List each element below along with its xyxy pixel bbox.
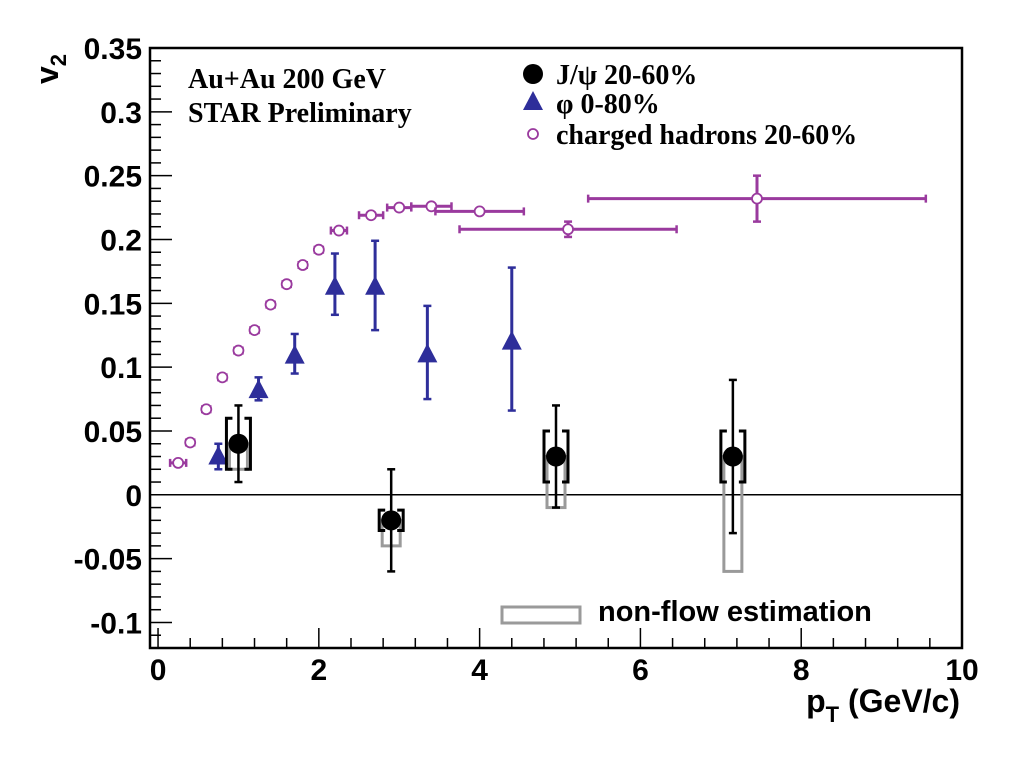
x-tick-label: 0 (150, 654, 167, 687)
phi-point (248, 379, 269, 399)
nonflow-legend-label: non-flow estimation (598, 596, 872, 628)
hadron-point (264, 298, 277, 311)
hadron-point (312, 243, 325, 256)
hadron-point (296, 259, 309, 271)
jpsi-systematic-bracket (719, 429, 727, 484)
hadron-point (333, 224, 345, 237)
hadron-point (216, 371, 229, 384)
y-tick-label: 0.25 (84, 161, 142, 194)
phi-point (324, 275, 345, 295)
y-tick-label: 0 (125, 480, 142, 513)
jpsi-systematic-bracket (224, 416, 233, 471)
phi-point (284, 344, 305, 364)
x-axis-title: pT (GeV/c) (806, 683, 960, 727)
phi-point (417, 343, 438, 363)
annotation-collision: Au+Au 200 GeV (188, 64, 386, 95)
y-tick-label: -0.05 (74, 544, 142, 577)
legend-jpsi-marker (523, 64, 543, 84)
legend-hadrons-label: charged hadrons 20-60% (556, 120, 857, 151)
plot-frame (148, 46, 964, 650)
x-tick-labels: 0 2 4 6 8 10 (150, 654, 979, 687)
y-tick-labels: -0.1 -0.05 0 0.05 0.1 0.15 0.2 0.25 0.3 0.35 (74, 33, 142, 640)
jpsi-systematic-bracket (377, 508, 386, 533)
series-charged-hadrons (168, 174, 928, 469)
hadron-point (200, 403, 213, 416)
jpsi-point (546, 446, 566, 467)
y-axis-title-sub: 2 (46, 54, 71, 66)
series-jpsi (224, 378, 747, 573)
y-tick-label: 0.05 (84, 416, 142, 449)
y-tick-label: -0.1 (90, 607, 142, 640)
annotation-preliminary: STAR Preliminary (188, 98, 412, 129)
jpsi-systematic-bracket (244, 416, 252, 471)
hadron-point (473, 205, 486, 218)
hadron-point (232, 344, 245, 357)
hadron-point (280, 278, 293, 291)
y-tick-label: 0.3 (100, 97, 142, 130)
jpsi-systematic-bracket (397, 508, 405, 533)
x-tick-label: 10 (945, 654, 978, 687)
phi-point (208, 445, 229, 465)
x-axis-title-sub: T (826, 702, 840, 727)
y-axis-title-main: v (29, 66, 65, 84)
hadron-point (393, 201, 406, 214)
legend: J/ψ 20-60% φ 0-80% charged hadrons 20-60… (523, 60, 857, 151)
x-tick-label: 6 (632, 654, 649, 687)
legend-phi-marker (523, 91, 543, 110)
y-tick-label: 0.1 (100, 352, 142, 385)
hadron-point (248, 324, 261, 337)
x-axis-title-unit: (GeV/c) (839, 683, 960, 719)
x-tick-label: 8 (793, 654, 810, 687)
series-phi (208, 239, 522, 471)
nonflow-legend-box (500, 605, 582, 625)
x-axis-title-main: p (806, 683, 826, 719)
hadron-point (172, 456, 185, 469)
jpsi-point (722, 446, 743, 467)
phi-point (501, 330, 522, 350)
hadron-point (365, 209, 377, 222)
axis-ticks (150, 47, 963, 648)
jpsi-point (381, 510, 402, 531)
legend-phi-label: φ 0-80% (556, 89, 660, 120)
y-tick-label: 0.2 (100, 224, 142, 257)
y-tick-label: 0.15 (84, 288, 142, 321)
jpsi-systematic-bracket (738, 429, 747, 484)
hadron-point (425, 200, 438, 213)
x-tick-label: 2 (310, 654, 327, 687)
data-series (168, 174, 928, 573)
hadron-point (562, 223, 574, 236)
jpsi-systematic-bracket (562, 429, 570, 484)
jpsi-systematic-bracket (542, 429, 550, 484)
legend-hadrons-marker (527, 128, 539, 140)
hadron-point (751, 192, 763, 205)
hadron-point (184, 436, 197, 449)
y-axis-title: v2 (29, 54, 71, 84)
jpsi-point (228, 433, 249, 454)
x-tick-label: 4 (471, 654, 488, 687)
y-tick-label: 0.35 (84, 33, 142, 66)
phi-point (365, 275, 386, 295)
legend-jpsi-label: J/ψ 20-60% (556, 60, 697, 91)
